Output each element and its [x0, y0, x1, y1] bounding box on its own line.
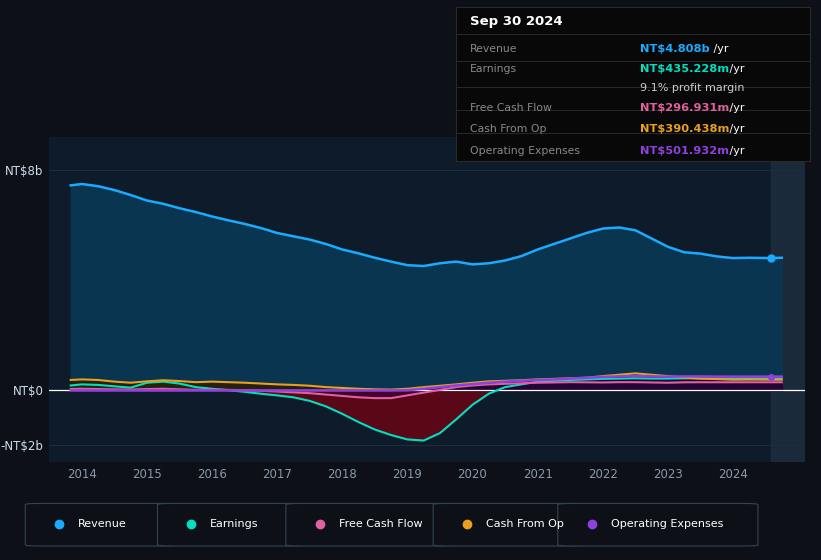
- Text: NT$4.808b: NT$4.808b: [640, 44, 710, 54]
- Text: Operating Expenses: Operating Expenses: [611, 519, 723, 529]
- Text: /yr: /yr: [726, 124, 745, 134]
- Text: Sep 30 2024: Sep 30 2024: [470, 15, 562, 28]
- Text: /yr: /yr: [726, 104, 745, 113]
- Text: Free Cash Flow: Free Cash Flow: [339, 519, 422, 529]
- Text: 9.1% profit margin: 9.1% profit margin: [640, 82, 745, 92]
- FancyBboxPatch shape: [433, 503, 580, 546]
- Text: /yr: /yr: [726, 147, 745, 156]
- Text: Free Cash Flow: Free Cash Flow: [470, 104, 552, 113]
- Text: /yr: /yr: [726, 64, 745, 74]
- Text: Revenue: Revenue: [470, 44, 517, 54]
- Text: NT$501.932m: NT$501.932m: [640, 147, 729, 156]
- Text: Earnings: Earnings: [470, 64, 517, 74]
- Text: Earnings: Earnings: [210, 519, 259, 529]
- FancyBboxPatch shape: [25, 503, 177, 546]
- Text: NT$390.438m: NT$390.438m: [640, 124, 730, 134]
- FancyBboxPatch shape: [557, 503, 758, 546]
- Text: Operating Expenses: Operating Expenses: [470, 147, 580, 156]
- Text: NT$435.228m: NT$435.228m: [640, 64, 729, 74]
- Text: Cash From Op: Cash From Op: [470, 124, 546, 134]
- Text: /yr: /yr: [710, 44, 729, 54]
- Bar: [771, 137, 805, 462]
- Text: Revenue: Revenue: [78, 519, 127, 529]
- FancyBboxPatch shape: [286, 503, 452, 546]
- Text: NT$296.931m: NT$296.931m: [640, 104, 729, 113]
- Text: Cash From Op: Cash From Op: [486, 519, 564, 529]
- FancyBboxPatch shape: [158, 503, 305, 546]
